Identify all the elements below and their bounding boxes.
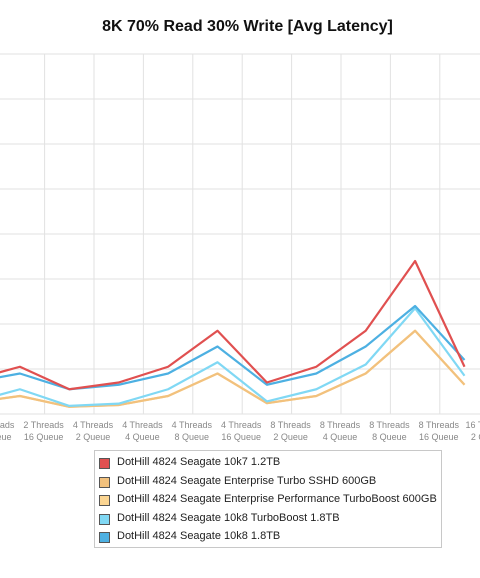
series-line-4 <box>0 304 466 391</box>
legend-label: DotHill 4824 Seagate 10k8 TurboBoost 1.8… <box>117 511 340 524</box>
chart-title: 8K 70% Read 30% Write [Avg Latency] <box>102 18 393 35</box>
legend-label: DotHill 4824 Seagate 10k7 1.2TB <box>117 456 281 468</box>
legend-swatch <box>99 476 110 488</box>
legend-swatch <box>99 495 110 506</box>
x-tick-label: 4 Threads 2 Queue <box>73 420 114 442</box>
x-tick-label: 8 Threads 8 Queue <box>369 420 410 442</box>
legend: DotHill 4824 Seagate 10k7 1.2TB DotHill 4… <box>94 450 442 548</box>
legend-label: DotHill 4824 Seagate Enterprise Turbo SS… <box>117 474 377 487</box>
legend-swatch <box>99 513 110 525</box>
legend-label: DotHill 4824 Seagate Enterprise Performa… <box>117 493 437 505</box>
x-tick-label: 4 Threads 16 Queue <box>221 420 262 442</box>
x-tick-label: 4 Threads 8 Queue <box>172 420 213 442</box>
x-tick-label: 8 Threads 2 Queue <box>270 420 311 442</box>
legend-label: DotHill 4824 Seagate 10k8 1.8TB <box>117 530 281 542</box>
x-tick-label: 8 Threads 16 Queue <box>419 420 460 442</box>
grid <box>0 53 480 415</box>
series-line-1 <box>0 329 466 408</box>
series-line-0 <box>0 259 466 391</box>
legend-swatch <box>99 458 110 469</box>
series-line-3 <box>0 307 466 407</box>
x-tick-label: 4 Threads 4 Queue <box>122 420 163 442</box>
x-tick-label: 2 Threads 16 Queue <box>23 420 64 442</box>
x-tick-label: 8 Threads 4 Queue <box>320 420 361 442</box>
legend-swatch <box>99 532 110 543</box>
